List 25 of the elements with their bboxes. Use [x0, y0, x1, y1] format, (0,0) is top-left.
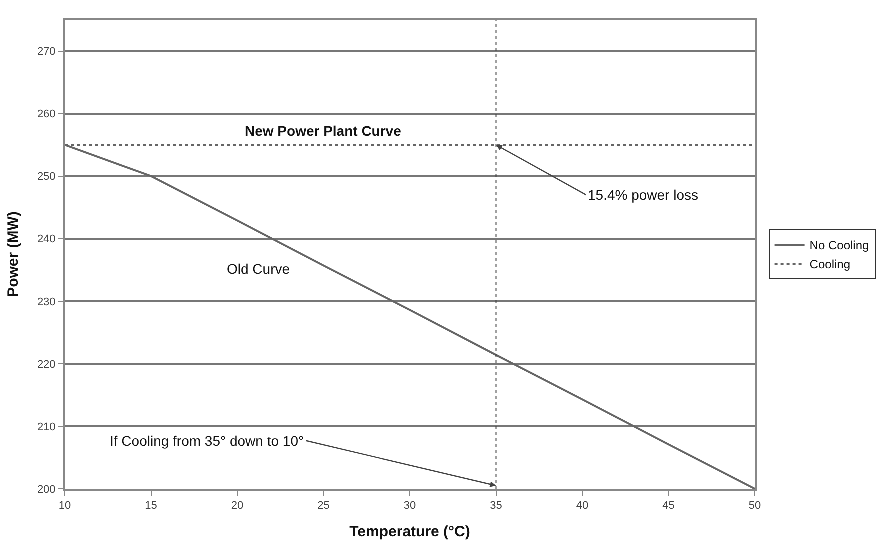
annotation: New Power Plant Curve: [245, 123, 402, 139]
y-tick-label: 240: [37, 234, 56, 246]
x-tick-label: 25: [318, 500, 330, 512]
x-tick-label: 45: [662, 500, 675, 512]
x-tick-label: 35: [490, 500, 502, 512]
y-axis-title: Power (MW): [5, 212, 22, 298]
x-axis-title: Temperature (°C): [350, 524, 470, 541]
x-tick-label: 15: [145, 500, 158, 512]
x-tick-label: 50: [748, 500, 762, 512]
legend-label: Cooling: [810, 258, 851, 272]
y-tick-label: 270: [37, 46, 56, 58]
y-tick-label: 230: [37, 296, 56, 308]
x-tick-label: 30: [404, 500, 416, 512]
y-tick-label: 260: [37, 108, 56, 121]
y-tick-label: 250: [37, 171, 56, 184]
y-tick-label: 220: [37, 358, 56, 371]
x-tick-label: 10: [58, 500, 72, 512]
x-tick-label: 40: [576, 500, 589, 512]
annotation: If Cooling from 35° down to 10°: [110, 433, 304, 449]
legend-label: No Cooling: [810, 238, 870, 253]
annotation: Old Curve: [227, 261, 290, 277]
annotation: 15.4% power loss: [588, 187, 699, 203]
y-tick-label: 200: [37, 484, 56, 496]
x-tick-label: 20: [231, 500, 244, 512]
y-tick-label: 210: [37, 421, 56, 434]
